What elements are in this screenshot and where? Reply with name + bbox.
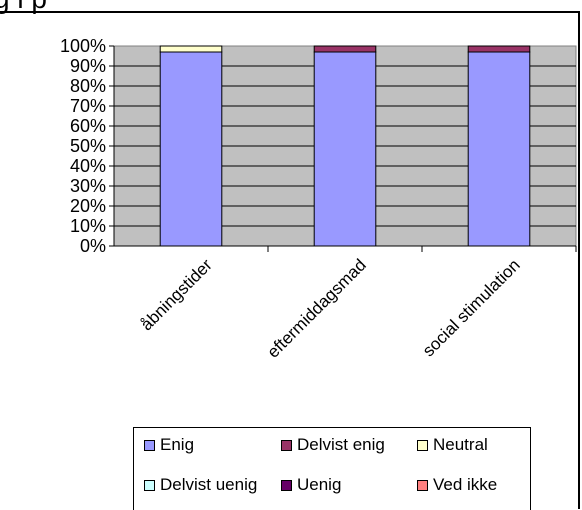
x-category-label: åbningstider	[137, 255, 216, 334]
y-tick-label: 100%	[60, 36, 106, 56]
chart-border	[0, 11, 580, 509]
bar-segment	[159, 45, 223, 53]
bars	[159, 45, 531, 247]
legend-swatch	[417, 479, 428, 491]
y-tick-label: 30%	[70, 176, 106, 196]
legend-swatch	[281, 439, 292, 451]
legend-item: Uenig	[281, 475, 341, 495]
legend-item: Ved ikke	[417, 475, 497, 495]
legend-item: Enig	[144, 435, 194, 455]
y-tick-label: 40%	[70, 156, 106, 176]
y-tick-label: 50%	[70, 136, 106, 156]
bar-segment	[313, 51, 377, 247]
y-axis: 0%10%20%30%40%50%60%70%80%90%100%	[60, 36, 115, 256]
x-axis: åbningstider eftermiddagsmad social stimul…	[114, 245, 577, 362]
legend-item: Delvist enig	[281, 435, 385, 455]
y-tick-label: 90%	[70, 56, 106, 76]
legend-label: Delvist enig	[297, 435, 385, 454]
legend: Enig Delvist enig Neutral Delvist uenig Ueni…	[133, 427, 531, 510]
cut-heading: g i p	[0, 0, 47, 14]
legend-swatch	[144, 479, 155, 491]
x-category-label: social stimulation	[419, 255, 524, 360]
legend-label: Enig	[160, 435, 195, 454]
legend-label: Ved ikke	[433, 475, 498, 494]
y-tick-label: 0%	[80, 236, 106, 256]
bar-segment	[313, 45, 377, 53]
y-tick-label: 60%	[70, 116, 106, 136]
legend-swatch	[417, 439, 428, 451]
y-tick-label: 80%	[70, 76, 106, 96]
legend-swatch	[144, 439, 155, 451]
bar-segment	[467, 45, 531, 53]
legend-label: Delvist uenig	[160, 475, 258, 494]
legend-item: Delvist uenig	[144, 475, 257, 495]
y-tick-label: 10%	[70, 216, 106, 236]
y-tick-label: 70%	[70, 96, 106, 116]
legend-item: Neutral	[417, 435, 488, 455]
x-category-label: eftermiddagsmad	[264, 255, 370, 361]
legend-label: Neutral	[433, 435, 488, 454]
bar-segment	[159, 51, 223, 247]
legend-label: Uenig	[297, 475, 342, 494]
bar-segment	[467, 51, 531, 247]
y-tick-label: 20%	[70, 196, 106, 216]
legend-swatch	[281, 479, 292, 491]
